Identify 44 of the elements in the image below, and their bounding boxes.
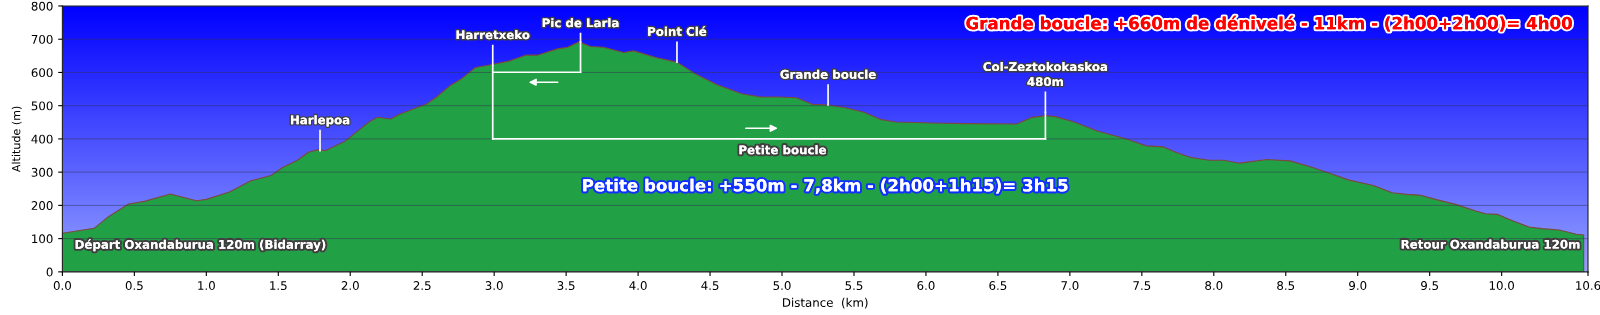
x-tick-label: 8.5 [1277, 281, 1295, 291]
annotation: Départ Oxandaburua 120m (Bidarray) [75, 239, 326, 252]
annotation: Harretxeko [456, 30, 530, 40]
x-tick-label: 4.5 [701, 281, 719, 291]
x-tick-label: 5.5 [845, 281, 863, 291]
x-tick-label: 9.5 [1421, 281, 1439, 291]
x-tick-label: 10.0 [1489, 281, 1514, 291]
annotation: Pic de Larla [542, 18, 619, 28]
y-tick-label: 300 [31, 167, 53, 177]
x-tick-label: 3.0 [485, 281, 503, 291]
x-tick-label: 9.0 [1349, 281, 1367, 291]
annotation: Col-Zeztokokaskoa 480m [983, 61, 1107, 87]
x-tick-label: 4.0 [629, 281, 647, 291]
x-tick-label: 6.0 [917, 281, 935, 291]
y-axis-title: Altitude (m) [11, 106, 22, 173]
x-tick-label: 10.6 [1576, 281, 1600, 291]
y-tick-label: 0 [46, 267, 53, 277]
y-tick-label: 800 [31, 1, 53, 11]
annotation: Point Clé [648, 26, 707, 36]
y-tick-label: 600 [31, 68, 53, 78]
x-tick-label: 1.0 [198, 281, 215, 291]
x-tick-label: 0.5 [125, 281, 143, 291]
y-tick-label: 400 [31, 134, 53, 144]
x-tick-label: 3.5 [557, 281, 575, 291]
x-tick-label: 2.0 [341, 281, 359, 291]
annotation: Grande boucle: +660m de dénivelé - 11km - (2h00+2h00)= 4h00 [966, 15, 1572, 32]
x-tick-label: 8.0 [1205, 281, 1223, 291]
x-tick-label: 1.5 [270, 281, 287, 291]
annotation: Petite boucle [739, 145, 826, 155]
y-tick-label: 100 [32, 234, 53, 244]
x-tick-label: 7.0 [1061, 281, 1079, 291]
y-tick-label: 200 [31, 201, 53, 211]
annotation: Harlepoa [290, 115, 350, 127]
annotation: Grande boucle [780, 69, 876, 79]
y-tick-label: 500 [31, 101, 53, 111]
annotation: Retour Oxandaburua 120m [1401, 239, 1580, 249]
x-tick-label: 7.5 [1133, 281, 1151, 291]
y-tick-label: 700 [31, 34, 53, 44]
x-axis-title: Distance (km) [783, 297, 868, 309]
x-tick-label: 6.5 [989, 281, 1007, 291]
x-tick-label: 0.0 [53, 281, 71, 291]
x-tick-label: 2.5 [413, 281, 431, 291]
annotation: Petite boucle: +550m - 7,8km - (2h00+1h15)= 3h15 [583, 178, 1068, 194]
x-tick-label: 5.0 [773, 281, 791, 291]
